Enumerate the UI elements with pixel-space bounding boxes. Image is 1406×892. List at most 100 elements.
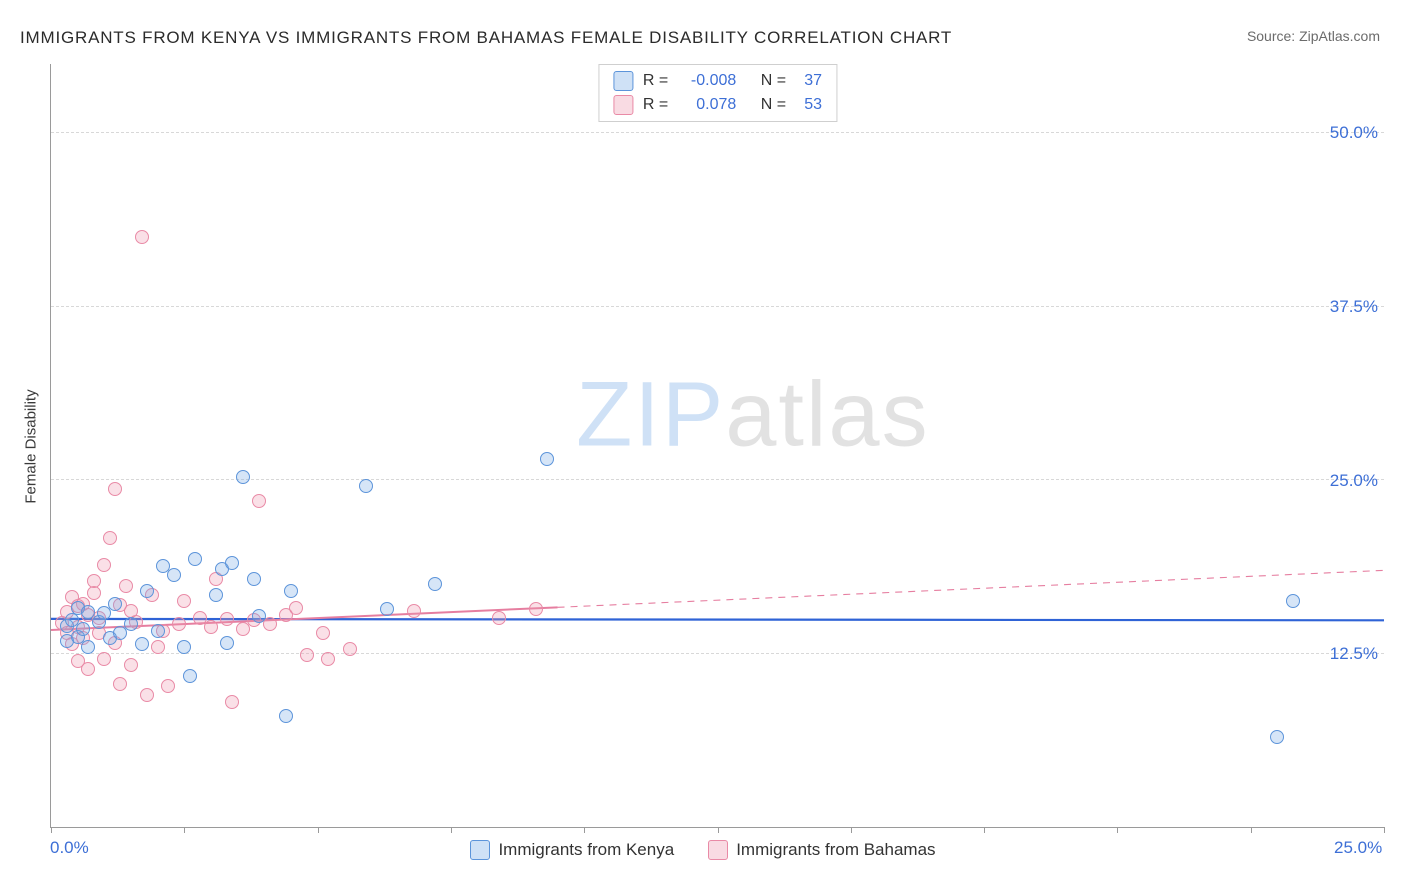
stats-r-value: -0.008 — [678, 69, 736, 93]
scatter-point — [252, 609, 266, 623]
swatch-icon — [613, 71, 633, 91]
scatter-point — [220, 636, 234, 650]
scatter-point — [151, 640, 165, 654]
x-tick — [318, 827, 319, 833]
scatter-point — [119, 579, 133, 593]
scatter-point — [140, 688, 154, 702]
scatter-point — [172, 617, 186, 631]
scatter-point — [236, 470, 250, 484]
scatter-point — [289, 601, 303, 615]
x-tick — [584, 827, 585, 833]
scatter-point — [161, 679, 175, 693]
stats-r-label: R = — [643, 69, 668, 93]
x-tick — [1117, 827, 1118, 833]
stats-n-label: N = — [761, 69, 786, 93]
x-tick — [984, 827, 985, 833]
scatter-point — [103, 531, 117, 545]
scatter-point — [359, 479, 373, 493]
x-tick — [718, 827, 719, 833]
scatter-point — [428, 577, 442, 591]
gridline — [51, 653, 1384, 654]
scatter-point — [209, 588, 223, 602]
scatter-point — [108, 482, 122, 496]
x-tick — [451, 827, 452, 833]
scatter-point — [167, 568, 181, 582]
scatter-point — [177, 640, 191, 654]
scatter-point — [343, 642, 357, 656]
gridline — [51, 479, 1384, 480]
stats-n-label: N = — [761, 93, 786, 117]
scatter-point — [321, 652, 335, 666]
scatter-point — [316, 626, 330, 640]
stats-n-value: 53 — [796, 93, 822, 117]
x-tick-label: 25.0% — [1334, 838, 1382, 858]
scatter-point — [225, 695, 239, 709]
x-tick — [184, 827, 185, 833]
x-tick-label: 0.0% — [50, 838, 89, 858]
scatter-point — [124, 617, 138, 631]
scatter-point — [220, 612, 234, 626]
stats-r-value: 0.078 — [678, 93, 736, 117]
scatter-point — [108, 597, 122, 611]
stats-r-label: R = — [643, 93, 668, 117]
scatter-point — [81, 662, 95, 676]
x-tick — [1384, 827, 1385, 833]
chart-container: IMMIGRANTS FROM KENYA VS IMMIGRANTS FROM… — [0, 0, 1406, 892]
scatter-point — [1286, 594, 1300, 608]
watermark-atlas: atlas — [725, 363, 929, 465]
scatter-point — [300, 648, 314, 662]
chart-title: IMMIGRANTS FROM KENYA VS IMMIGRANTS FROM… — [20, 28, 952, 48]
scatter-point — [252, 494, 266, 508]
scatter-point — [124, 658, 138, 672]
y-axis-title-wrap: Female Disability — [22, 0, 40, 892]
scatter-point — [135, 230, 149, 244]
scatter-point — [407, 604, 421, 618]
scatter-point — [492, 611, 506, 625]
scatter-point — [87, 574, 101, 588]
scatter-point — [151, 624, 165, 638]
scatter-point — [140, 584, 154, 598]
stats-n-value: 37 — [796, 69, 822, 93]
scatter-point — [204, 620, 218, 634]
scatter-point — [1270, 730, 1284, 744]
legend-label: Immigrants from Bahamas — [736, 840, 935, 860]
scatter-point — [177, 594, 191, 608]
legend-label: Immigrants from Kenya — [498, 840, 674, 860]
scatter-point — [279, 709, 293, 723]
source-attribution: Source: ZipAtlas.com — [1247, 28, 1380, 44]
scatter-point — [76, 622, 90, 636]
swatch-icon — [470, 840, 490, 860]
scatter-point — [225, 556, 239, 570]
legend-item: Immigrants from Bahamas — [708, 840, 935, 860]
y-tick-label: 12.5% — [1330, 644, 1378, 664]
y-tick-label: 25.0% — [1330, 471, 1378, 491]
scatter-point — [529, 602, 543, 616]
scatter-point — [247, 572, 261, 586]
pink-trend-line-extrapolated — [558, 570, 1384, 607]
scatter-point — [188, 552, 202, 566]
x-tick — [51, 827, 52, 833]
swatch-icon — [613, 95, 633, 115]
x-tick — [851, 827, 852, 833]
plot-area: ZIPatlas R = -0.008 N = 37 R = 0.078 N =… — [50, 64, 1384, 828]
scatter-point — [540, 452, 554, 466]
scatter-point — [81, 640, 95, 654]
y-axis-title: Female Disability — [23, 389, 40, 503]
y-tick-label: 50.0% — [1330, 123, 1378, 143]
scatter-point — [135, 637, 149, 651]
gridline — [51, 306, 1384, 307]
swatch-icon — [708, 840, 728, 860]
series-legend: Immigrants from Kenya Immigrants from Ba… — [0, 840, 1406, 860]
watermark: ZIPatlas — [576, 362, 929, 467]
stats-row: R = -0.008 N = 37 — [613, 69, 822, 93]
x-tick — [1251, 827, 1252, 833]
y-tick-label: 37.5% — [1330, 297, 1378, 317]
stats-row: R = 0.078 N = 53 — [613, 93, 822, 117]
scatter-point — [97, 558, 111, 572]
scatter-point — [183, 669, 197, 683]
legend-item: Immigrants from Kenya — [470, 840, 674, 860]
scatter-point — [113, 677, 127, 691]
scatter-point — [97, 652, 111, 666]
gridline — [51, 132, 1384, 133]
scatter-point — [284, 584, 298, 598]
